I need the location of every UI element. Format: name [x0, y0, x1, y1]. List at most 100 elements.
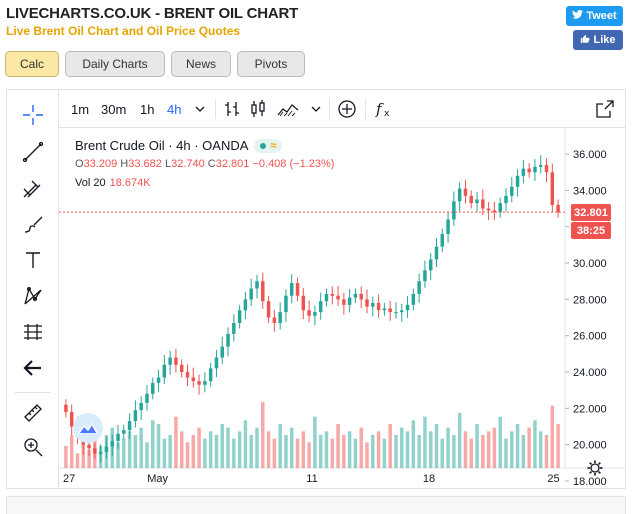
trend-line-icon[interactable]	[20, 139, 46, 165]
chart-type-chevron-icon[interactable]	[311, 99, 321, 119]
volume-bar	[232, 438, 236, 468]
tab-daily-charts[interactable]: Daily Charts	[65, 51, 165, 77]
toolbar-divider	[15, 392, 51, 393]
candle-body	[452, 201, 456, 220]
volume-bar	[197, 427, 201, 468]
area-chart-icon[interactable]	[277, 99, 299, 119]
candle-body	[127, 421, 132, 431]
zoom-icon[interactable]	[20, 434, 46, 460]
add-indicator-icon[interactable]	[337, 99, 357, 119]
last-price-tag: 32.801	[571, 204, 611, 222]
volume-bar	[185, 442, 190, 468]
fib-icon[interactable]	[20, 175, 46, 201]
crosshair-icon[interactable]	[20, 102, 46, 128]
candle-body	[353, 293, 358, 298]
interval-1h[interactable]: 1h	[140, 101, 155, 117]
candle-body	[237, 310, 242, 323]
volume-bar	[353, 438, 358, 468]
candle-body	[226, 333, 230, 347]
toolbar-separator	[215, 99, 216, 119]
volume-bar	[463, 431, 468, 468]
candle-body	[365, 299, 369, 307]
candles-icon[interactable]	[249, 99, 267, 119]
candle-body	[550, 172, 555, 205]
candle-body	[428, 259, 433, 271]
status-dot-icon	[260, 142, 267, 149]
candle-body	[411, 293, 416, 305]
candle-body	[151, 382, 155, 394]
x-tick-label: 25	[547, 473, 559, 485]
market-status-badge[interactable]: ≈	[254, 138, 283, 153]
candle-body	[162, 364, 167, 378]
pattern-icon[interactable]	[20, 283, 46, 309]
footer-strip	[6, 496, 626, 514]
candle-body	[371, 303, 375, 307]
volume-bar	[486, 431, 491, 468]
interval-1m[interactable]: 1m	[71, 101, 90, 117]
tab-pivots[interactable]: Pivots	[237, 51, 305, 77]
volume-bar	[371, 435, 375, 468]
candle-body	[261, 281, 265, 302]
candle-body	[481, 199, 485, 209]
prediction-icon[interactable]	[20, 319, 46, 345]
candle-body	[313, 312, 317, 316]
candle-body	[469, 195, 473, 204]
chart-plot[interactable]: 36.00034.00032.00030.00028.00026.00024.0…	[59, 128, 625, 488]
like-button[interactable]: Like	[573, 30, 623, 50]
tradingview-logo-icon[interactable]	[73, 413, 103, 443]
candle-body	[556, 204, 560, 213]
volume-bar	[394, 435, 398, 468]
price-chart[interactable]: 36.00034.00032.00030.00028.00026.00024.0…	[59, 128, 625, 488]
volume-bar	[434, 424, 439, 468]
brush-icon[interactable]	[20, 211, 46, 237]
interval-4h[interactable]: 4h	[167, 101, 182, 117]
volume-bar	[318, 435, 323, 468]
chevron-down-icon[interactable]	[195, 99, 205, 119]
tab-bar: Calc Daily Charts News Pivots	[5, 51, 305, 77]
tweet-label: Tweet	[586, 10, 617, 22]
volume-bar	[162, 438, 167, 468]
settings-gear-icon[interactable]	[587, 460, 603, 476]
volume-bar	[336, 424, 340, 468]
interval-30m[interactable]: 30m	[101, 101, 127, 117]
volume-bar	[255, 427, 259, 468]
volume-bar	[64, 446, 68, 468]
volume-bar	[261, 402, 265, 468]
like-label: Like	[593, 34, 616, 46]
candle-body	[191, 377, 196, 382]
tab-calc[interactable]: Calc	[5, 51, 59, 77]
ohlc-values: O33.209 H33.682 L32.740 C32.801 −0.408 (…	[75, 158, 335, 170]
volume-bar	[428, 431, 433, 468]
toolbar-separator	[329, 99, 330, 119]
candle-body	[295, 283, 300, 296]
back-arrow-icon[interactable]	[20, 355, 46, 381]
volume-bar	[289, 427, 294, 468]
volume-bar	[243, 420, 248, 468]
candle-body	[255, 281, 259, 289]
volume-bar	[376, 431, 381, 468]
candle-body	[318, 301, 323, 313]
y-tick-label: 18.000	[573, 476, 607, 488]
ruler-icon[interactable]	[20, 400, 46, 426]
candle-body	[272, 317, 277, 323]
tweet-button[interactable]: Tweet	[566, 6, 623, 26]
volume-bar	[475, 424, 479, 468]
volume-bar	[515, 424, 520, 468]
tab-news[interactable]: News	[171, 51, 231, 77]
text-icon[interactable]	[20, 247, 46, 273]
candle-body	[446, 219, 450, 234]
bar-chart-icon[interactable]	[223, 99, 241, 119]
volume-bar	[75, 453, 80, 468]
symbol-title: Brent Crude Oil · 4h · OANDA	[75, 138, 249, 153]
volume-bar	[556, 424, 560, 468]
volume-bar	[324, 431, 329, 468]
volume-bar	[313, 416, 317, 468]
candle-body	[249, 288, 253, 300]
fullscreen-icon[interactable]	[595, 99, 615, 119]
volume-bar	[249, 435, 253, 468]
volume-bar	[533, 420, 537, 468]
bar-countdown-tag: 38:25	[571, 222, 611, 240]
candle-body	[382, 308, 387, 311]
volume-bar	[156, 424, 161, 468]
